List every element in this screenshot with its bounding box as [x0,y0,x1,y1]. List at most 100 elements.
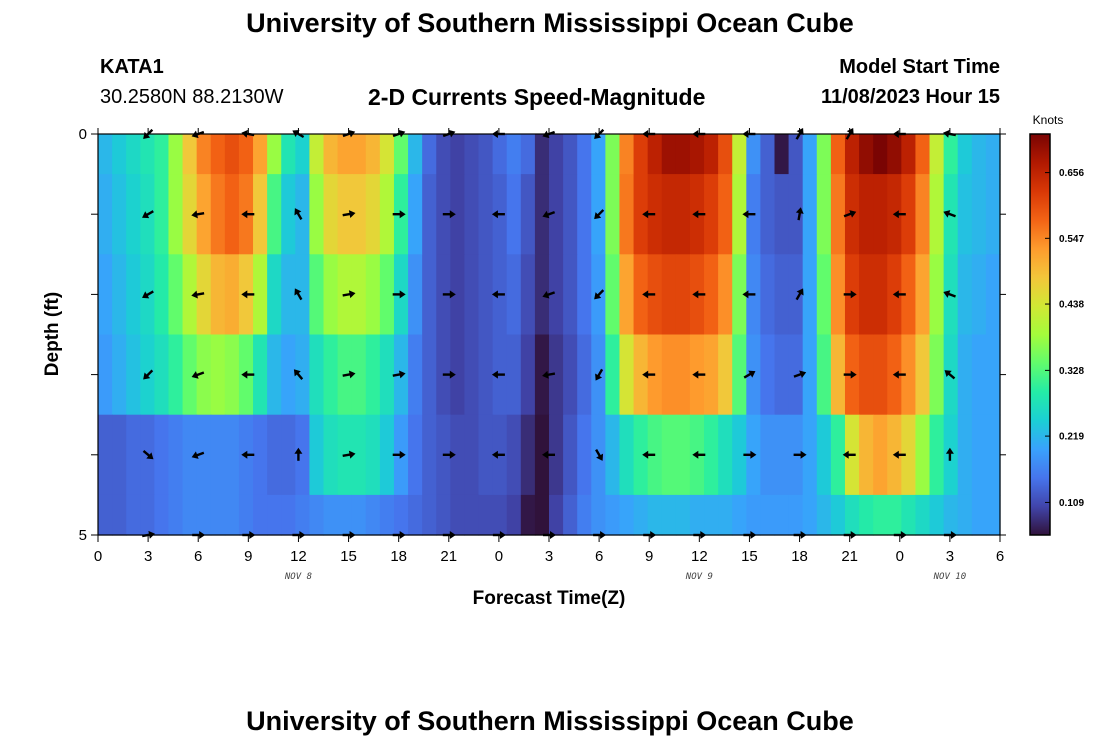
x-tick-label: 18 [390,548,407,565]
heatmap-cell [887,134,902,175]
current-arrow [842,450,856,459]
heatmap-cell [788,494,804,536]
heatmap-cell [802,174,818,255]
current-arrow [542,210,556,219]
heatmap-cell [295,134,310,175]
current-arrow [594,209,605,220]
heatmap-cell [633,254,649,336]
current-arrow [191,290,205,299]
heatmap-cell [506,414,522,496]
current-arrow [642,290,656,299]
heatmap-cell [619,494,635,536]
heatmap-cell [689,494,705,536]
heatmap-cell [281,254,296,336]
heatmap-cell [168,254,184,336]
heatmap-cell [534,254,550,336]
current-arrow [143,369,154,380]
heatmap-cell [661,494,677,536]
heatmap-cell [238,494,254,536]
x-tick-label: 21 [440,548,457,565]
heatmap-cell [351,174,367,255]
heatmap-cell [365,334,381,416]
heatmap-cell [478,254,494,336]
heatmap-cell [506,134,522,175]
heatmap-cell [704,254,719,336]
heatmap-cell [915,174,931,255]
heatmap-cell [408,334,423,416]
heatmap-cell [295,494,310,536]
page-title: University of Southern Mississippi Ocean… [246,8,854,38]
heatmap-cell [915,494,931,536]
heatmap-cell [873,134,888,175]
current-arrow [742,210,756,219]
heatmap-cell [704,414,719,496]
heatmap-cell [112,134,127,175]
page-title-bottom: University of Southern Mississippi Ocean… [246,706,854,736]
heatmap-cell [901,494,917,536]
heatmap-cell [464,334,480,416]
current-arrow [342,290,356,299]
heatmap-cell [577,414,592,496]
heatmap-cell [901,174,917,255]
heatmap-cell [549,414,564,496]
heatmap-cell [422,254,437,336]
current-arrow [142,290,154,299]
heatmap-cell [182,334,198,416]
heatmap-cell [732,414,747,496]
heatmap-cell [971,254,987,336]
heatmap-cell [873,254,888,336]
heatmap-cell [196,494,212,536]
current-arrow [945,447,954,461]
heatmap-cell [957,174,973,255]
heatmap-cell [915,334,931,416]
heatmap-cell [957,334,973,416]
heatmap-cell [704,334,719,416]
heatmap-cell [168,134,184,175]
heatmap-cell [985,254,1001,336]
heatmap-cell [281,334,296,416]
current-arrow [442,450,456,459]
heatmap-cell [295,254,310,336]
heatmap-cell [760,334,776,416]
model-start-label: Model Start Time [839,56,1000,78]
y-tick-label: 0 [79,126,87,143]
heatmap-cell [718,254,733,336]
heatmap-cell [464,174,480,255]
heatmap-cell [196,254,212,336]
model-start-value: 11/08/2023 Hour 15 [820,86,1000,108]
heatmap-cell [633,134,649,175]
current-arrow [843,370,857,379]
heatmap-cell [816,254,832,336]
heatmap-cell [619,254,635,336]
heatmap-cell [957,494,973,536]
heatmap-cell [267,254,282,336]
heatmap-cell [98,174,113,255]
current-arrow [342,450,356,459]
heatmap-cell [859,494,874,536]
heatmap-cell [732,174,747,255]
heatmap-cell [549,254,564,336]
current-arrow [392,370,406,379]
heatmap-cell [633,334,649,416]
heatmap-cell [154,254,170,336]
heatmap-cell [549,494,564,536]
heatmap-cell [464,254,480,336]
current-arrow [692,290,706,299]
current-arrow [892,370,906,379]
x-tick-label: 12 [290,548,307,565]
heatmap-cell [520,494,536,536]
heatmap-cell [253,494,268,536]
heatmap-cell [351,334,367,416]
heatmap-cell [563,414,578,496]
current-arrow [491,370,505,379]
heatmap-cell [957,414,973,496]
heatmap-cell [563,334,578,416]
heatmap-cell [98,334,113,416]
heatmap-cell [859,134,874,175]
heatmap-cell [816,414,832,496]
heatmap-cell [112,334,127,416]
current-arrow [293,369,304,380]
current-arrow [542,290,556,299]
current-arrow [692,450,706,459]
heatmap-cell [985,174,1001,255]
